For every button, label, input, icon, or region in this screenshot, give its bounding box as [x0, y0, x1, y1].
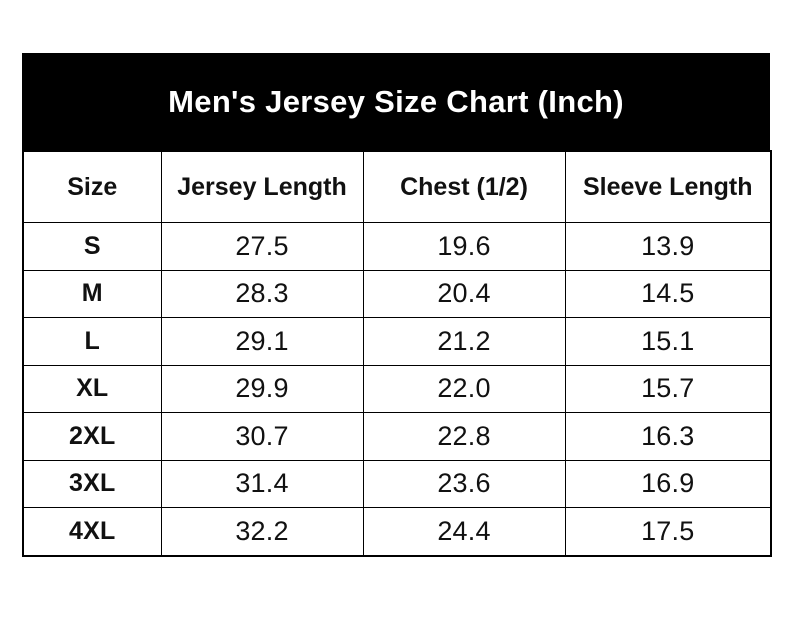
- table-row: L 29.1 21.2 15.1: [22, 317, 772, 366]
- chest-cell: 24.4: [362, 507, 566, 556]
- sleeve-length-cell: 16.3: [564, 412, 772, 461]
- chest-cell: 22.8: [362, 412, 566, 461]
- table-row: 3XL 31.4 23.6 16.9: [22, 459, 772, 508]
- size-table: Size Jersey Length Chest (1/2) Sleeve Le…: [22, 150, 772, 557]
- table-row: 4XL 32.2 24.4 17.5: [22, 507, 772, 556]
- chest-cell: 22.0: [362, 364, 566, 413]
- jersey-length-cell: 30.7: [160, 412, 364, 461]
- size-cell: 2XL: [22, 412, 162, 461]
- size-cell: 3XL: [22, 459, 162, 508]
- jersey-length-cell: 31.4: [160, 459, 364, 508]
- chest-cell: 19.6: [362, 222, 566, 271]
- size-cell: L: [22, 317, 162, 366]
- chest-cell: 23.6: [362, 459, 566, 508]
- jersey-length-cell: 28.3: [160, 269, 364, 318]
- size-cell: M: [22, 269, 162, 318]
- sleeve-length-cell: 17.5: [564, 507, 772, 556]
- column-header-chest: Chest (1/2): [362, 150, 566, 223]
- table-row: M 28.3 20.4 14.5: [22, 269, 772, 318]
- jersey-length-cell: 29.1: [160, 317, 364, 366]
- chest-cell: 20.4: [362, 269, 566, 318]
- table-row: 2XL 30.7 22.8 16.3: [22, 412, 772, 461]
- table-row: XL 29.9 22.0 15.7: [22, 364, 772, 413]
- jersey-length-cell: 29.9: [160, 364, 364, 413]
- sleeve-length-cell: 14.5: [564, 269, 772, 318]
- size-cell: S: [22, 222, 162, 271]
- sleeve-length-cell: 13.9: [564, 222, 772, 271]
- jersey-length-cell: 27.5: [160, 222, 364, 271]
- column-header-jersey-length: Jersey Length: [160, 150, 364, 223]
- size-cell: 4XL: [22, 507, 162, 556]
- column-header-size: Size: [22, 150, 162, 223]
- sleeve-length-cell: 16.9: [564, 459, 772, 508]
- sleeve-length-cell: 15.1: [564, 317, 772, 366]
- jersey-length-cell: 32.2: [160, 507, 364, 556]
- size-cell: XL: [22, 364, 162, 413]
- sleeve-length-cell: 15.7: [564, 364, 772, 413]
- column-header-sleeve-length: Sleeve Length: [564, 150, 772, 223]
- chest-cell: 21.2: [362, 317, 566, 366]
- header-row: Size Jersey Length Chest (1/2) Sleeve Le…: [22, 150, 772, 223]
- table-row: S 27.5 19.6 13.9: [22, 222, 772, 271]
- chart-title: Men's Jersey Size Chart (Inch): [22, 53, 770, 150]
- size-chart: Men's Jersey Size Chart (Inch) Size Jers…: [22, 53, 772, 557]
